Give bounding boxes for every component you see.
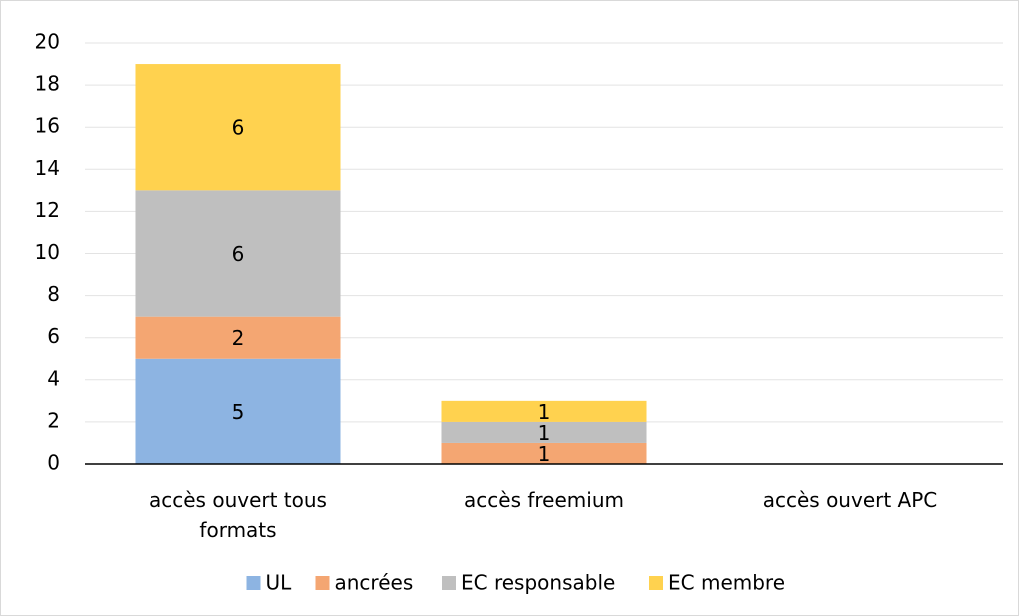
data-label: 1	[538, 442, 551, 466]
legend-label: EC membre	[668, 571, 785, 595]
bar-segment	[135, 358, 341, 464]
data-label: 1	[538, 421, 551, 445]
data-label: 2	[232, 326, 245, 350]
y-tick-label: 10	[35, 240, 60, 264]
bar-segment	[441, 442, 647, 464]
y-tick-label: 2	[47, 408, 60, 432]
x-tick-label: accès ouvert tous formats	[149, 488, 327, 542]
bar-segment	[441, 421, 647, 443]
y-tick-label: 12	[35, 198, 60, 222]
y-tick-label: 4	[47, 366, 60, 390]
data-label: 6	[232, 242, 245, 266]
y-tick-label: 8	[47, 282, 60, 306]
data-label: 6	[232, 116, 245, 140]
legend-swatch	[649, 576, 663, 590]
y-tick-label: 0	[47, 451, 60, 475]
y-tick-label: 14	[35, 156, 60, 180]
bar-segment	[135, 316, 341, 359]
legend-label: ancrées	[335, 571, 414, 595]
bar-segment	[135, 64, 341, 191]
data-label: 5	[232, 400, 245, 424]
legend-swatch	[442, 576, 456, 590]
bar-segment	[135, 190, 341, 317]
legend-swatch	[315, 576, 330, 590]
bar-segment	[441, 400, 647, 422]
legend-label: UL	[266, 571, 293, 595]
y-tick-label: 20	[35, 30, 60, 54]
legend-label: EC responsable	[461, 571, 615, 595]
legend-swatch	[246, 576, 261, 590]
x-tick-label: accès freemium	[464, 488, 624, 512]
x-tick-label: accès ouvert APC	[762, 488, 938, 512]
y-tick-label: 16	[35, 114, 60, 138]
y-tick-label: 18	[35, 72, 60, 96]
y-tick-label: 6	[47, 324, 60, 348]
data-label: 1	[538, 400, 551, 424]
